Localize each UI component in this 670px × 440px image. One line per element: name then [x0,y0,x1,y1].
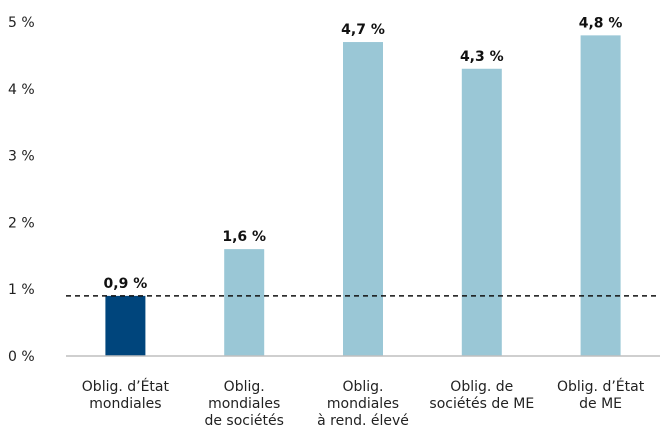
x-category-label: Oblig. mondiales de sociétés [204,379,283,429]
x-category-label-line: Oblig. d’État [557,378,645,395]
x-category-label-line: mondiales [208,396,280,412]
y-tick-label: 4 % [8,82,35,98]
data-label: 4,7 % [341,22,385,38]
x-category-label-line: Oblig. [224,379,265,395]
bar [224,249,265,356]
x-category-label: Oblig. de sociétés de ME [429,379,534,412]
x-category-label-line: Oblig. d’État [82,378,170,395]
data-label: 4,8 % [579,15,623,31]
y-tick-label: 3 % [8,149,35,165]
x-category-label: Oblig. d’État mondiales [82,378,170,412]
x-category-label-line: à rend. élevé [317,413,409,429]
y-tick-label: 0 % [8,349,35,365]
y-tick-label: 1 % [8,282,35,298]
x-category-label-line: mondiales [89,396,161,412]
x-category-label: Oblig. d’État de ME [557,378,645,412]
x-category-label-line: de sociétés [204,413,283,429]
y-tick-label: 5 % [8,15,35,31]
x-category-label-line: Oblig. [342,379,383,395]
data-label: 1,6 % [222,229,266,245]
bar [461,68,502,356]
x-category-label-line: sociétés de ME [429,396,534,412]
data-label: 0,9 % [104,276,148,292]
bar [580,35,621,357]
x-category-label-line: de ME [579,396,622,412]
bar [343,42,383,356]
bar [105,295,146,356]
y-tick-label: 2 % [8,215,35,231]
x-category-label-line: Oblig. de [450,379,513,395]
x-category-label-line: mondiales [327,396,399,412]
data-label: 4,3 % [460,49,504,65]
x-category-label: Oblig. mondiales à rend. élevé [317,379,409,429]
